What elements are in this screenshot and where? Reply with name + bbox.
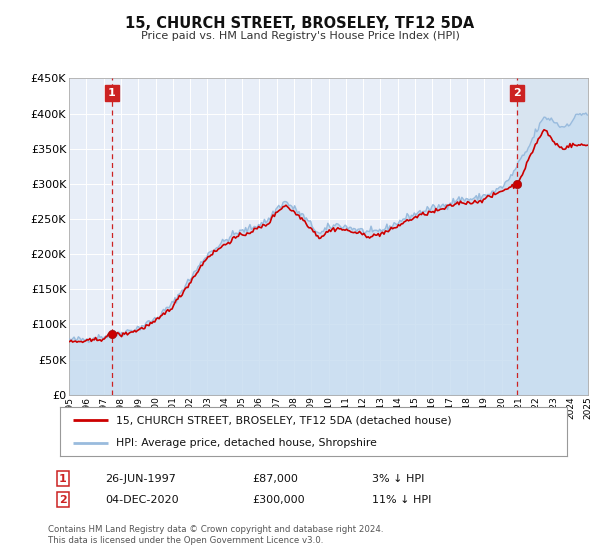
Text: Price paid vs. HM Land Registry's House Price Index (HPI): Price paid vs. HM Land Registry's House … [140,31,460,41]
Text: HPI: Average price, detached house, Shropshire: HPI: Average price, detached house, Shro… [116,438,377,448]
Text: 3% ↓ HPI: 3% ↓ HPI [372,474,424,484]
Text: 26-JUN-1997: 26-JUN-1997 [105,474,176,484]
Text: 04-DEC-2020: 04-DEC-2020 [105,494,179,505]
Bar [517,78,588,395]
Text: 2: 2 [59,494,67,505]
Text: 15, CHURCH STREET, BROSELEY, TF12 5DA: 15, CHURCH STREET, BROSELEY, TF12 5DA [125,16,475,31]
Text: £87,000: £87,000 [252,474,298,484]
Text: 1: 1 [108,87,116,97]
Text: 1: 1 [59,474,67,484]
Text: 11% ↓ HPI: 11% ↓ HPI [372,494,431,505]
Text: £300,000: £300,000 [252,494,305,505]
Text: Contains HM Land Registry data © Crown copyright and database right 2024.
This d: Contains HM Land Registry data © Crown c… [48,525,383,545]
Text: 15, CHURCH STREET, BROSELEY, TF12 5DA (detached house): 15, CHURCH STREET, BROSELEY, TF12 5DA (d… [116,416,451,426]
Text: 2: 2 [514,87,521,97]
